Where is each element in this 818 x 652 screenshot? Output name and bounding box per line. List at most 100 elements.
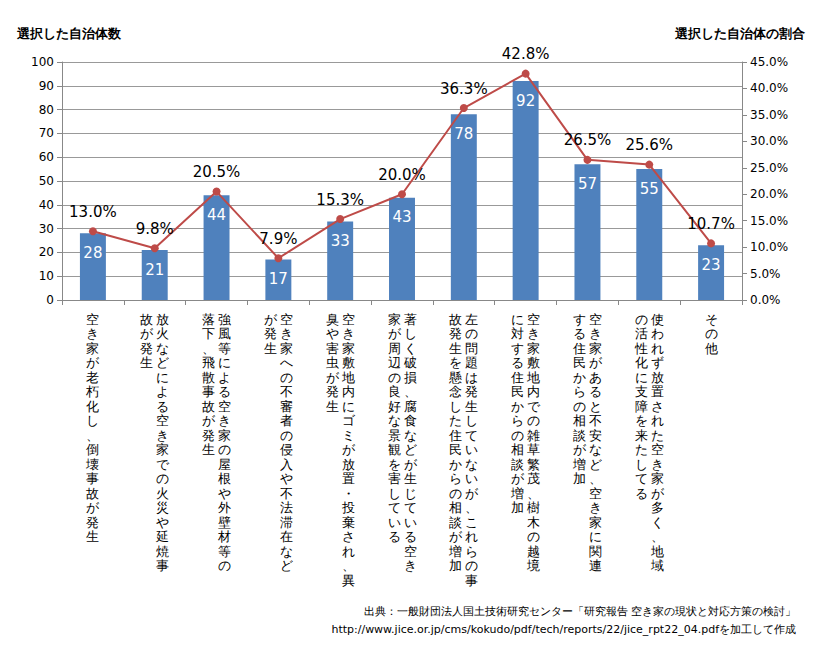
svg-text:き: き bbox=[156, 428, 169, 443]
svg-text:あ: あ bbox=[589, 370, 602, 385]
svg-text:滞: 滞 bbox=[280, 515, 293, 530]
svg-text:害: 害 bbox=[388, 471, 401, 486]
svg-text:事: 事 bbox=[465, 573, 478, 588]
svg-text:置: 置 bbox=[342, 471, 355, 486]
svg-text:不: 不 bbox=[589, 413, 602, 428]
svg-text:て: て bbox=[635, 471, 648, 486]
svg-text:な: な bbox=[465, 457, 478, 472]
svg-text:20.0%: 20.0% bbox=[750, 187, 788, 201]
svg-text:地: 地 bbox=[341, 370, 355, 385]
svg-text:材: 材 bbox=[217, 529, 231, 544]
svg-text:な: な bbox=[589, 442, 602, 457]
svg-text:25.6%: 25.6% bbox=[625, 136, 673, 154]
svg-text:投: 投 bbox=[341, 500, 355, 515]
svg-text:れ: れ bbox=[651, 341, 664, 356]
svg-text:10.7%: 10.7% bbox=[687, 215, 735, 233]
svg-text:来: 来 bbox=[635, 428, 648, 443]
svg-text:に: に bbox=[635, 370, 648, 385]
svg-text:や: や bbox=[280, 471, 293, 486]
svg-text:使: 使 bbox=[651, 312, 664, 327]
svg-text:や: や bbox=[156, 515, 169, 530]
svg-text:風: 風 bbox=[218, 326, 231, 341]
svg-text:が: が bbox=[573, 442, 587, 457]
svg-text:く: く bbox=[651, 515, 664, 530]
svg-text:茂: 茂 bbox=[527, 471, 540, 486]
svg-text:化: 化 bbox=[86, 399, 99, 414]
svg-text:す: す bbox=[511, 341, 524, 356]
svg-text:談: 談 bbox=[511, 457, 524, 472]
svg-text:根: 根 bbox=[218, 471, 231, 486]
svg-text:に: に bbox=[342, 399, 355, 414]
svg-text:懸: 懸 bbox=[448, 370, 462, 385]
svg-text:家: 家 bbox=[589, 341, 602, 356]
svg-text:境: 境 bbox=[526, 558, 540, 573]
svg-text:焼: 焼 bbox=[156, 544, 169, 559]
svg-text:し: し bbox=[86, 413, 99, 428]
svg-text:ず: ず bbox=[651, 355, 664, 370]
svg-text:ゴ: ゴ bbox=[342, 413, 356, 428]
svg-text:れ: れ bbox=[651, 413, 664, 428]
svg-text:よ: よ bbox=[218, 370, 231, 385]
svg-text:25.0%: 25.0% bbox=[750, 161, 788, 175]
svg-text:内: 内 bbox=[342, 384, 355, 399]
svg-text:30.0%: 30.0% bbox=[750, 134, 788, 148]
svg-text:、: 、 bbox=[527, 486, 540, 501]
svg-text:空: 空 bbox=[218, 399, 231, 414]
svg-text:在: 在 bbox=[280, 529, 293, 544]
svg-text:か: か bbox=[573, 370, 586, 385]
svg-text:、: 、 bbox=[342, 558, 355, 573]
svg-text:が: が bbox=[404, 457, 418, 472]
svg-text:が: が bbox=[140, 326, 154, 341]
svg-text:た: た bbox=[449, 413, 462, 428]
svg-text:域: 域 bbox=[650, 558, 664, 573]
svg-text:で: で bbox=[156, 457, 170, 472]
svg-text:棄: 棄 bbox=[342, 515, 355, 530]
svg-text:安: 安 bbox=[589, 428, 602, 443]
svg-text:事: 事 bbox=[156, 558, 169, 573]
svg-text:壁: 壁 bbox=[218, 515, 231, 530]
svg-text:草: 草 bbox=[527, 442, 540, 457]
svg-text:観: 観 bbox=[388, 442, 401, 457]
svg-text:が: が bbox=[86, 500, 100, 515]
svg-text:や: や bbox=[326, 326, 339, 341]
svg-text:き: き bbox=[404, 558, 417, 573]
svg-text:選択した自治体数: 選択した自治体数 bbox=[16, 26, 122, 41]
svg-text:26.5%: 26.5% bbox=[564, 131, 612, 149]
svg-text:外: 外 bbox=[218, 500, 231, 515]
svg-text:0.0%: 0.0% bbox=[750, 293, 781, 307]
svg-text:出典：一般財団法人国土技術研究センター「研究報告 空き家の現: 出典：一般財団法人国土技術研究センター「研究報告 空き家の現状と対応方策の検討」 bbox=[364, 605, 797, 618]
svg-text:倒: 倒 bbox=[86, 442, 99, 457]
svg-text:入: 入 bbox=[280, 457, 293, 472]
svg-text:放: 放 bbox=[156, 312, 169, 327]
svg-text:20.0%: 20.0% bbox=[378, 166, 426, 184]
svg-text:活: 活 bbox=[635, 326, 648, 341]
svg-text:100: 100 bbox=[31, 55, 54, 69]
svg-text:い: い bbox=[404, 515, 417, 530]
svg-text:落: 落 bbox=[202, 312, 215, 327]
svg-text:て: て bbox=[388, 500, 401, 515]
svg-text:40: 40 bbox=[39, 198, 54, 212]
svg-text:20.5%: 20.5% bbox=[193, 163, 241, 181]
svg-text:左: 左 bbox=[465, 312, 478, 327]
svg-text:対: 対 bbox=[511, 326, 524, 341]
svg-text:る: る bbox=[388, 529, 401, 544]
svg-text:0: 0 bbox=[46, 293, 54, 307]
svg-text:さ: さ bbox=[342, 529, 355, 544]
svg-text:る: る bbox=[404, 529, 417, 544]
svg-text:生: 生 bbox=[404, 471, 417, 486]
svg-text:敷: 敷 bbox=[342, 355, 355, 370]
svg-text:強: 強 bbox=[218, 312, 231, 327]
svg-text:が: が bbox=[342, 442, 356, 457]
svg-text:談: 談 bbox=[449, 515, 462, 530]
svg-text:住: 住 bbox=[572, 341, 586, 356]
svg-text:ど: ど bbox=[589, 457, 602, 472]
svg-text:の: の bbox=[465, 558, 478, 573]
svg-text:多: 多 bbox=[651, 500, 664, 515]
svg-text:故: 故 bbox=[86, 486, 99, 501]
svg-text:侵: 侵 bbox=[280, 442, 293, 457]
svg-text:き: き bbox=[589, 500, 602, 515]
svg-text:に: に bbox=[511, 312, 524, 327]
svg-text:発: 発 bbox=[86, 515, 99, 530]
svg-text:し: し bbox=[388, 486, 401, 501]
svg-text:屋: 屋 bbox=[218, 457, 231, 472]
